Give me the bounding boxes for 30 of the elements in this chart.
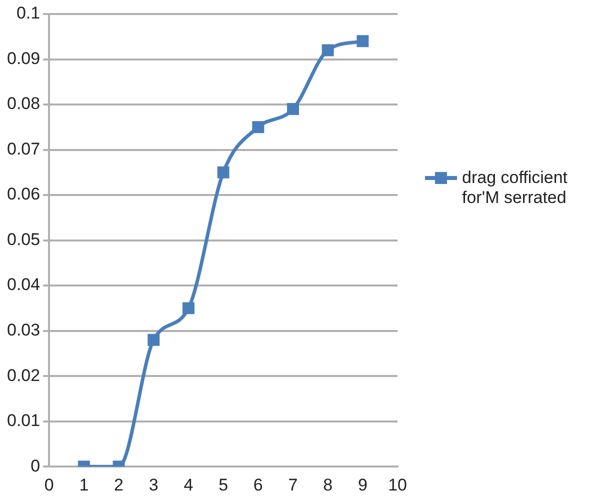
y-tick-label: 0: [30, 456, 40, 476]
x-tick-label: 8: [323, 475, 333, 494]
x-tick-label: 10: [388, 475, 408, 494]
point: [322, 44, 334, 56]
y-tick-label: 0.05: [6, 230, 40, 249]
x-tick-label: 9: [358, 475, 368, 494]
point: [148, 334, 160, 346]
y-tick-label: 0.03: [6, 320, 40, 340]
x-tick-label: 7: [288, 475, 298, 494]
x-tick-label: 3: [148, 475, 158, 494]
point: [252, 121, 264, 134]
x-tick-label: 4: [184, 475, 194, 494]
x-tick-label: 2: [114, 475, 124, 494]
x-tick-label: 5: [218, 475, 228, 494]
x-tick-label: 1: [79, 475, 89, 494]
y-tick-label: 0.09: [6, 48, 40, 68]
x-tick-label: 6: [253, 475, 263, 494]
point: [182, 302, 194, 314]
y-tick-label: 0.08: [6, 94, 40, 114]
y-tick-label: 0.1: [16, 4, 40, 23]
x-tick-label: 0: [44, 475, 54, 494]
y-tick-label: 0.01: [6, 411, 40, 430]
y-tick-label: 0.07: [6, 139, 40, 158]
legend-label: drag cofficient for'M serrated: [462, 168, 569, 208]
y-tick-label: 0.02: [6, 366, 40, 385]
point: [287, 103, 299, 116]
point: [217, 166, 230, 178]
y-tick-label: 0.06: [6, 184, 40, 204]
point: [356, 35, 369, 48]
y-tick-label: 0.04: [6, 275, 40, 294]
